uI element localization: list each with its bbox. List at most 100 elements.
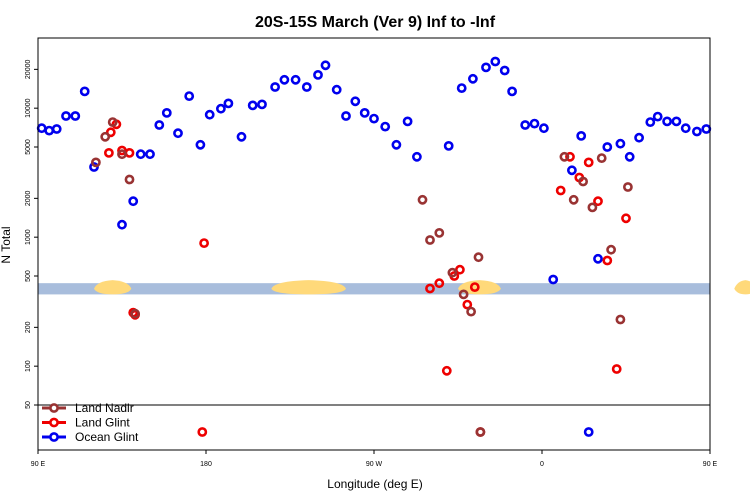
land-nadir-point-21: [623, 182, 633, 192]
ocean-glint-point-2: [51, 124, 62, 134]
ocean-glint-point-50: [583, 427, 594, 437]
ocean-glint-point-19: [236, 131, 247, 142]
ocean-glint-point-7: [117, 219, 127, 230]
ocean-glint-point-39: [467, 73, 478, 84]
land-nadir-point-19: [606, 244, 616, 255]
land-glint-point-0: [104, 147, 114, 158]
land-glint-point-8: [199, 238, 209, 248]
ocean-glint-point-47: [548, 274, 559, 285]
y-tick-label-4: 1000: [25, 229, 32, 245]
land-nadir-point-8: [434, 227, 445, 238]
ocean-glint-point-15: [195, 139, 206, 150]
ocean-glint-point-43: [507, 86, 517, 97]
y-tick-label-7: 10000: [25, 98, 32, 118]
ocean-glint-point-26: [313, 70, 323, 80]
x-tick-label-1: 180: [200, 461, 212, 468]
ocean-glint-point-40: [481, 62, 491, 73]
ocean-glint-point-11: [154, 120, 165, 130]
ocean-glint-point-17: [215, 103, 226, 114]
x-axis: 90 E 180 90 W 0 90 E: [31, 450, 718, 468]
ocean-glint-point-0: [36, 123, 47, 134]
ocean-glint-point-57: [652, 111, 663, 122]
ocean-glint-point-49: [576, 130, 587, 141]
land-nadir-point-14: [559, 151, 570, 162]
ocean-glint-point-51: [593, 253, 603, 264]
land-nadir-point-15: [568, 194, 579, 205]
land-nadir-point-13: [475, 427, 486, 437]
ocean-glint-point-46: [539, 123, 549, 134]
ocean-band: [38, 283, 710, 295]
land-nadir-point-10: [458, 289, 469, 300]
lower-panel-frame: [37, 404, 711, 451]
y-axis: 50 100 200 500 1000 2000 5000 10000 20000: [25, 60, 38, 409]
ocean-glint-point-27: [320, 60, 331, 71]
ocean-glint-point-10: [145, 149, 155, 160]
ocean-glint-point-33: [380, 121, 391, 132]
land-glint-point-22: [602, 255, 613, 266]
x-axis-label: Longitude (deg E): [327, 477, 422, 491]
y-tick-label-0: 50: [25, 401, 32, 409]
land-glint-point-11: [441, 365, 452, 376]
ocean-glint-point-59: [671, 116, 682, 127]
ocean-glint-point-16: [204, 109, 215, 120]
ocean-glint-point-13: [173, 128, 183, 139]
land-band-3: [734, 280, 750, 295]
ocean-glint-point-56: [645, 117, 656, 127]
ocean-glint-point-14: [184, 91, 195, 101]
ocean-glint-point-31: [359, 108, 370, 118]
land-glint-point-7: [197, 427, 208, 437]
ocean-glint-point-44: [520, 120, 531, 130]
ocean-glint-point-60: [680, 123, 691, 134]
y-tick-label-3: 500: [25, 270, 32, 282]
land-glint-point-23: [611, 364, 622, 374]
ocean-glint-point-23: [279, 74, 290, 85]
ocean-glint-point-54: [624, 151, 635, 162]
land-glint-point-9: [425, 283, 435, 294]
ocean-glint-point-45: [529, 118, 540, 129]
land-glint-point-15: [469, 282, 480, 292]
land-glint-point-24: [621, 213, 631, 224]
land-glint-point-18: [565, 151, 575, 162]
land-nadir-point-9: [447, 267, 458, 278]
x-tick-label-2: 90 W: [366, 461, 383, 468]
x-tick-label-0: 90 E: [31, 461, 46, 468]
ocean-glint-point-30: [350, 96, 361, 107]
land-band-0: [94, 280, 132, 295]
ocean-glint-point-61: [692, 126, 702, 137]
land-glint-point-10: [434, 278, 445, 289]
legend-label-land-glint: Land Glint: [75, 416, 130, 430]
y-tick-label-5: 2000: [25, 190, 32, 206]
ocean-glint-point-36: [411, 151, 422, 162]
legend-label-land-nadir: Land Nadir: [75, 401, 134, 415]
land-glint-point-4: [124, 147, 135, 158]
land-nadir-point-17: [587, 202, 598, 213]
land-nadir-point-12: [473, 252, 484, 263]
land-nadir-point-4: [124, 174, 135, 185]
ocean-glint-point-52: [602, 142, 613, 152]
ocean-glint-point-9: [135, 149, 146, 160]
ocean-glint-point-21: [257, 99, 267, 110]
ocean-glint-point-58: [662, 116, 672, 127]
ocean-glint-point-20: [247, 100, 258, 111]
ocean-glint-point-8: [128, 196, 139, 207]
ocean-glint-point-22: [270, 82, 280, 92]
land-glint-point-13: [454, 264, 465, 275]
land-nadir-point-5: [130, 308, 140, 319]
land-glint-point-14: [462, 299, 473, 310]
chart-title: 20S-15S March (Ver 9) Inf to -Inf: [255, 14, 496, 31]
legend-marker-land-nadir: [49, 403, 59, 413]
land-nadir-point-16: [578, 176, 588, 187]
land-nadir-point-20: [615, 314, 626, 325]
ocean-glint-point-6: [89, 162, 99, 172]
ocean-glint-point-12: [161, 108, 172, 118]
y-tick-label-6: 5000: [25, 139, 32, 155]
ocean-glint-point-32: [369, 113, 379, 124]
ocean-glint-point-42: [499, 65, 510, 76]
ocean-glint-point-34: [391, 139, 402, 150]
y-tick-label-1: 100: [25, 360, 32, 372]
legend-marker-ocean-glint: [49, 432, 59, 442]
y-tick-label-2: 200: [25, 321, 32, 333]
x-tick-label-3: 0: [540, 461, 544, 468]
